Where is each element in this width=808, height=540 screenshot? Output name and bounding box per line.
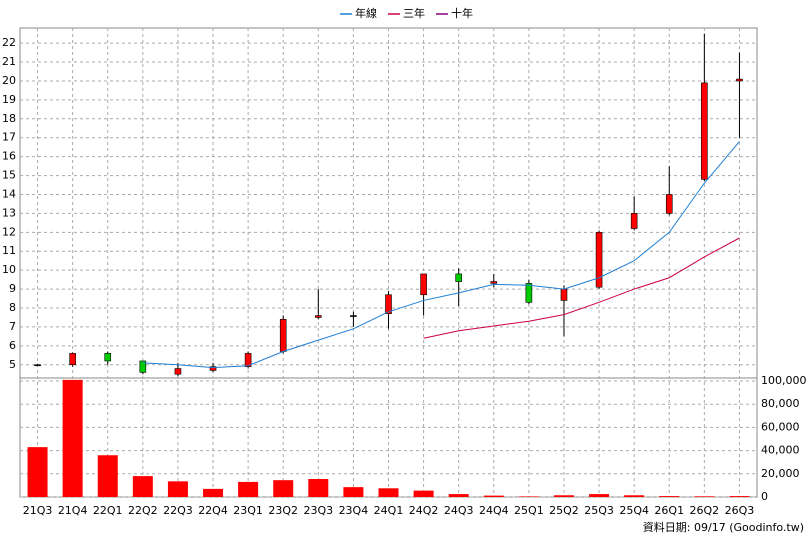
y2-tick-label: 60,000: [761, 420, 800, 433]
x-tick-label: 22Q1: [93, 504, 123, 517]
x-tick-label: 26Q2: [690, 504, 720, 517]
x-tick-label: 24Q1: [374, 504, 404, 517]
volume-bar: [694, 496, 715, 497]
y-tick-label: 6: [9, 339, 16, 352]
x-tick-label: 21Q3: [23, 504, 53, 517]
candle-body: [139, 360, 147, 373]
x-tick-label: 24Q4: [479, 504, 509, 517]
x-tick-label: 26Q1: [654, 504, 684, 517]
candle-body: [560, 288, 568, 301]
x-tick-label: 24Q3: [444, 504, 474, 517]
volume-bar: [167, 481, 188, 497]
volume-bar: [589, 494, 610, 497]
candle-body: [279, 319, 287, 352]
volume-bar: [448, 494, 469, 497]
candle-body: [665, 194, 673, 214]
y-tick-label: 21: [2, 55, 16, 68]
y2-tick-label: 40,000: [761, 444, 800, 457]
candle-body: [244, 353, 252, 367]
candle-body: [34, 364, 41, 367]
candle-body: [420, 273, 427, 296]
volume-bar: [729, 496, 750, 497]
y-tick-label: 9: [9, 282, 16, 295]
y-tick-label: 22: [2, 36, 16, 49]
volume-bar: [378, 488, 399, 497]
source-annotation: 資料日期: 09/17 (Goodinfo.tw): [643, 520, 804, 534]
volume-bar: [273, 480, 294, 497]
legend-label: 年線: [355, 6, 377, 20]
y-tick-label: 14: [2, 187, 16, 200]
volume-bar: [62, 379, 83, 497]
candle-body: [630, 213, 638, 229]
volume-bar: [97, 455, 118, 497]
x-tick-label: 23Q3: [303, 504, 333, 517]
x-tick-label: 23Q4: [339, 504, 369, 517]
candle-body: [69, 353, 76, 366]
volume-bar: [308, 479, 329, 497]
x-tick-label: 23Q1: [233, 504, 263, 517]
volume-bar: [343, 487, 364, 497]
volume-bar: [518, 496, 539, 497]
x-tick-label: 25Q3: [584, 504, 614, 517]
y-tick-label: 17: [2, 131, 16, 144]
volume-bar: [132, 476, 153, 497]
y-tick-label: 7: [9, 320, 16, 333]
x-tick-label: 25Q4: [619, 504, 649, 517]
y-tick-label: 15: [2, 169, 16, 182]
candle-body: [701, 82, 708, 180]
y-tick-label: 12: [2, 225, 16, 238]
ma-line: [142, 141, 740, 369]
candle-body: [455, 273, 462, 282]
volume-bar: [238, 481, 259, 497]
y2-tick-label: 100,000: [761, 374, 807, 387]
volume-bar: [659, 496, 680, 497]
ma-line: [423, 237, 740, 339]
y2-tick-label: 20,000: [761, 467, 800, 480]
x-tick-label: 26Q3: [725, 504, 755, 517]
candle-body: [350, 315, 357, 317]
legend-label: 三年: [403, 6, 425, 20]
x-tick-label: 22Q4: [198, 504, 228, 517]
y-tick-label: 20: [2, 74, 16, 87]
x-tick-label: 24Q2: [409, 504, 439, 517]
y-tick-label: 10: [2, 263, 16, 276]
y-tick-label: 19: [2, 93, 16, 106]
volume-bar: [553, 495, 574, 497]
candle-body: [174, 368, 182, 375]
volume-bar: [413, 490, 434, 497]
y-tick-label: 18: [2, 112, 16, 125]
legend-label: 十年: [451, 6, 473, 20]
candle-body: [209, 366, 217, 371]
candle-body: [104, 353, 112, 362]
x-tick-label: 25Q1: [514, 504, 544, 517]
candle-body: [490, 281, 498, 284]
x-tick-label: 25Q2: [549, 504, 579, 517]
volume-bar: [27, 447, 48, 497]
y-tick-label: 8: [9, 301, 16, 314]
candle-body: [595, 232, 603, 288]
candle-body: [525, 283, 533, 303]
x-tick-label: 22Q3: [163, 504, 193, 517]
y-tick-label: 13: [2, 206, 16, 219]
x-tick-label: 21Q4: [58, 504, 88, 517]
candle-body: [385, 294, 392, 314]
y2-tick-label: 80,000: [761, 397, 800, 410]
volume-bar: [624, 495, 645, 497]
x-tick-label: 23Q2: [268, 504, 298, 517]
y-tick-label: 16: [2, 150, 16, 163]
volume-bar: [483, 495, 504, 497]
y-tick-label: 11: [2, 244, 16, 257]
y2-tick-label: 0: [761, 490, 768, 503]
x-tick-label: 22Q2: [128, 504, 158, 517]
candle-body: [736, 78, 743, 82]
volume-bar: [203, 488, 224, 497]
y-tick-label: 5: [9, 358, 16, 371]
candle-body: [315, 315, 322, 318]
